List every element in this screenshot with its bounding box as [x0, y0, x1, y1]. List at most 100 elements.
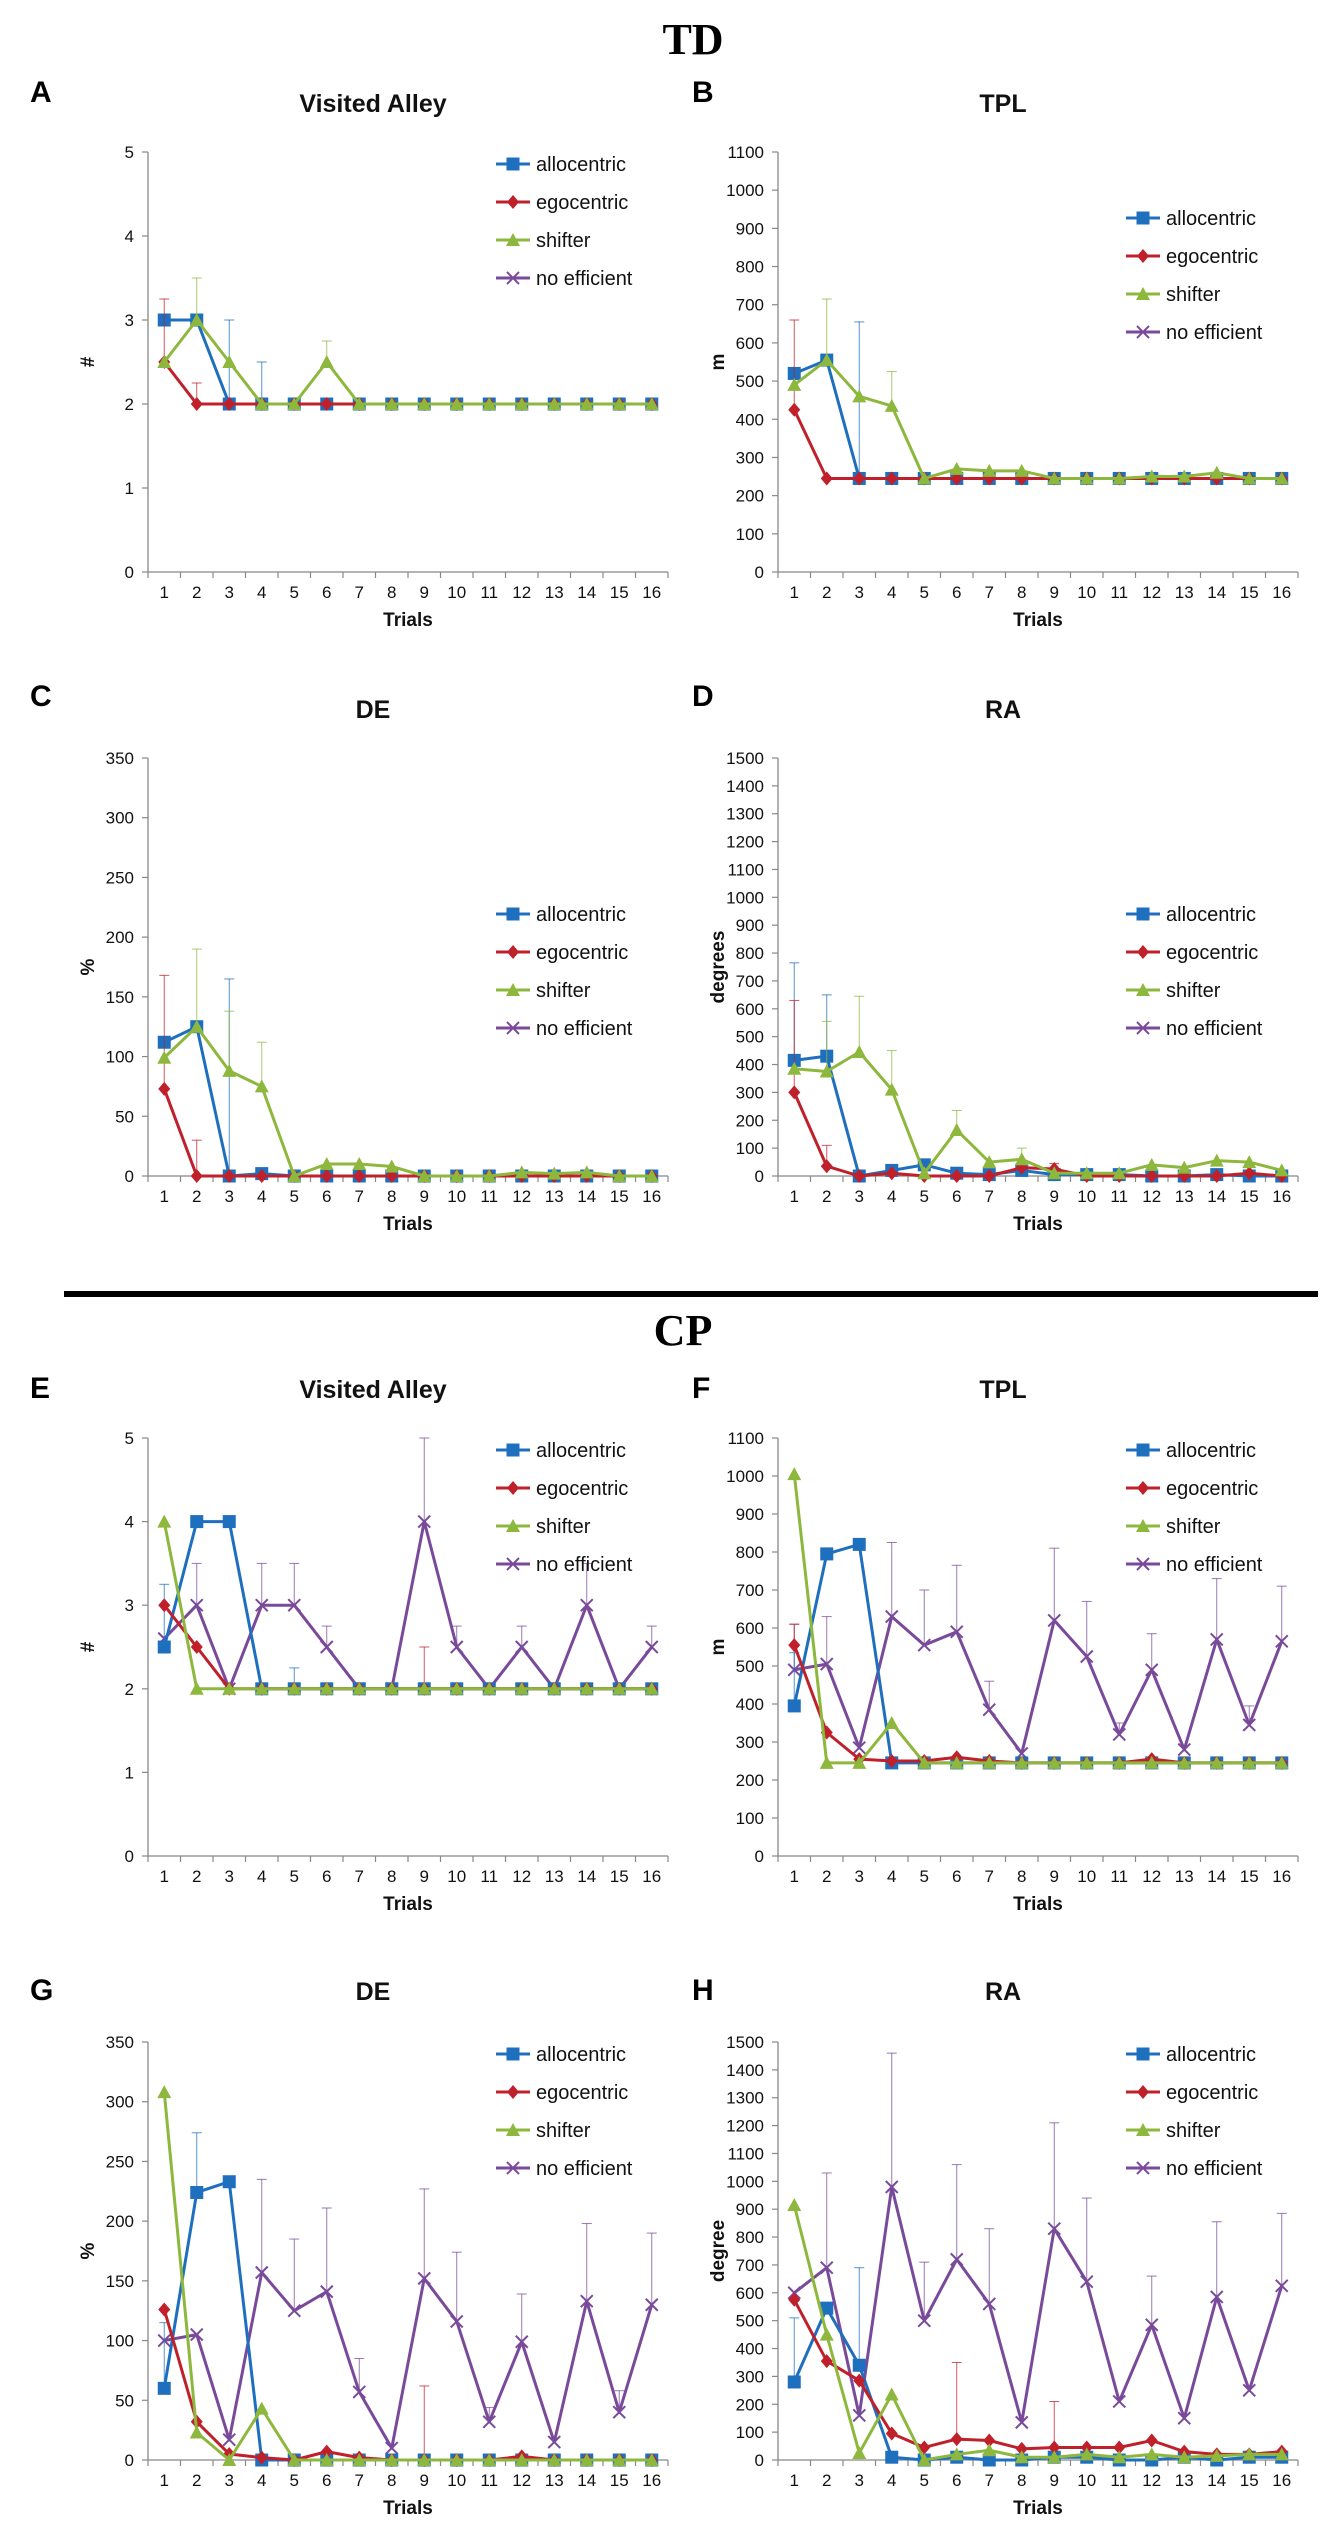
series-egocentric — [788, 319, 1288, 486]
x-tick-label: 1 — [160, 2471, 169, 2490]
data-point — [917, 2313, 931, 2328]
x-axis-label: Trials — [383, 610, 433, 631]
data-point — [157, 2085, 172, 2099]
y-tick-label: 900 — [736, 219, 764, 238]
data-point — [1177, 1160, 1192, 1174]
data-point — [1145, 1169, 1158, 1183]
legend-label: shifter — [536, 230, 591, 252]
data-point — [819, 2327, 834, 2341]
x-tick-label: 6 — [322, 583, 331, 602]
x-tick-label: 13 — [1175, 1187, 1194, 1206]
x-tick-label: 4 — [887, 2471, 896, 2490]
x-tick-label: 9 — [1050, 1867, 1059, 1886]
x-tick-label: 7 — [355, 1867, 364, 1886]
x-tick-label: 16 — [642, 583, 661, 602]
data-point — [820, 2354, 833, 2369]
data-point — [222, 355, 237, 368]
data-point — [254, 1079, 269, 1093]
data-point — [852, 2358, 866, 2372]
data-point — [1047, 2222, 1061, 2236]
data-point — [352, 2453, 367, 2466]
x-tick-label: 13 — [545, 583, 564, 602]
y-tick-label: 100 — [736, 525, 764, 544]
x-tick-label: 5 — [920, 583, 929, 602]
data-point — [885, 2450, 899, 2464]
y-tick-label: 800 — [736, 944, 764, 963]
data-point — [788, 402, 801, 417]
series-line — [792, 1542, 1282, 1765]
x-tick-label: 11 — [1110, 1867, 1128, 1886]
x-axis-label: Trials — [383, 1894, 433, 1915]
x-tick-label: 3 — [855, 1187, 864, 1206]
x-tick-label: 12 — [512, 583, 531, 602]
x-tick-label: 8 — [1017, 1187, 1026, 1206]
legend-label: no efficient — [1166, 1554, 1263, 1576]
series-line — [792, 1473, 1282, 1765]
data-point — [320, 1640, 334, 1654]
data-point — [645, 2298, 659, 2312]
data-point — [547, 2453, 562, 2466]
y-axis-label: % — [78, 958, 99, 975]
data-point — [482, 1681, 497, 1695]
series-line — [793, 358, 1282, 480]
data-point — [787, 1061, 802, 1075]
legend-marker — [1137, 1481, 1149, 1495]
x-tick-label: 7 — [985, 1867, 994, 1886]
y-tick-label: 1100 — [727, 2144, 764, 2163]
data-point — [885, 2426, 898, 2441]
data-point — [190, 397, 203, 411]
data-point — [1274, 471, 1289, 485]
data-point — [852, 1537, 866, 1551]
data-point — [788, 2292, 801, 2307]
data-point — [820, 471, 833, 486]
data-point — [788, 1638, 801, 1653]
chart-title: TPL — [979, 90, 1026, 118]
y-tick-label: 200 — [736, 1111, 764, 1130]
data-point — [950, 2252, 964, 2267]
y-tick-label: 400 — [736, 410, 764, 429]
series-line — [792, 2204, 1282, 2462]
x-tick-label: 2 — [192, 1867, 201, 1886]
data-point — [852, 1755, 867, 1769]
data-point — [1145, 2318, 1159, 2332]
chart-panel-d: D RA 0 100 200 300 400 500 600 700 800 900 1000 1100 1… — [692, 680, 1299, 1235]
data-point — [158, 2302, 171, 2317]
data-point — [547, 2435, 561, 2449]
legend-marker — [507, 945, 519, 959]
x-tick-label: 2 — [192, 583, 201, 602]
data-point — [950, 471, 963, 486]
data-point — [1047, 1166, 1062, 1180]
chart-title: RA — [985, 1978, 1021, 2006]
x-tick-label: 4 — [887, 1187, 896, 1206]
legend-label: no efficient — [536, 2158, 633, 2180]
data-point — [644, 1169, 659, 1182]
x-tick-label: 13 — [545, 1187, 564, 1206]
legend-label: shifter — [1166, 2120, 1221, 2142]
legend-marker — [1136, 211, 1150, 225]
y-tick-label: 0 — [755, 563, 764, 582]
series-line — [163, 361, 652, 406]
y-tick-label: 50 — [115, 2391, 134, 2410]
x-tick-label: 14 — [577, 1867, 596, 1886]
y-tick-label: 600 — [736, 1619, 764, 1638]
x-tick-label: 7 — [355, 2471, 364, 2490]
series-line — [163, 1025, 652, 1178]
data-point — [917, 1638, 931, 1652]
x-tick-label: 2 — [822, 583, 831, 602]
data-point — [1014, 1755, 1029, 1769]
data-point — [158, 1598, 171, 1613]
data-point — [1047, 2450, 1062, 2464]
y-tick-label: 1100 — [727, 1429, 764, 1448]
data-point — [853, 2373, 866, 2388]
y-tick-label: 0 — [755, 1167, 764, 1186]
data-point — [1243, 1166, 1256, 1181]
data-point — [852, 1044, 867, 1058]
x-tick-label: 1 — [160, 1187, 169, 1206]
y-tick-label: 300 — [106, 809, 134, 828]
legend-marker — [1136, 325, 1150, 339]
data-point — [1210, 1169, 1223, 1183]
y-tick-label: 600 — [736, 334, 764, 353]
legend: allocentric egocentric shifter no efficient — [1126, 904, 1263, 1040]
data-point — [820, 2301, 834, 2315]
